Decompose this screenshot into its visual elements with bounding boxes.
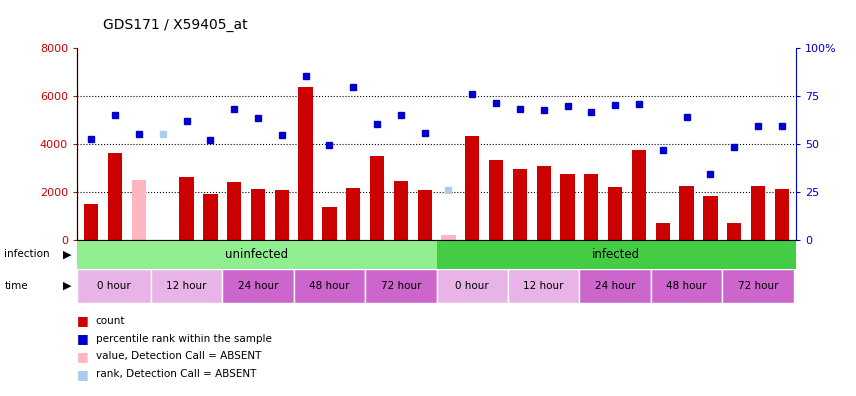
Text: 24 hour: 24 hour xyxy=(238,281,278,291)
Text: time: time xyxy=(4,281,28,291)
Text: 48 hour: 48 hour xyxy=(666,281,707,291)
Bar xyxy=(223,269,294,303)
Text: ■: ■ xyxy=(77,332,89,345)
Text: 0 hour: 0 hour xyxy=(455,281,489,291)
Text: ▶: ▶ xyxy=(62,249,71,259)
Bar xyxy=(584,173,598,240)
Text: ▶: ▶ xyxy=(62,281,71,291)
Text: 48 hour: 48 hour xyxy=(309,281,349,291)
Text: 72 hour: 72 hour xyxy=(381,281,421,291)
Text: infected: infected xyxy=(592,248,640,261)
Bar xyxy=(508,269,580,303)
Text: GDS171 / X59405_at: GDS171 / X59405_at xyxy=(103,18,247,32)
Bar xyxy=(775,189,789,240)
Text: uninfected: uninfected xyxy=(225,248,288,261)
Bar xyxy=(680,186,693,240)
Bar xyxy=(465,136,479,240)
Bar xyxy=(704,196,717,240)
Bar xyxy=(437,269,508,303)
Bar xyxy=(561,173,574,240)
Text: count: count xyxy=(96,316,125,326)
Bar xyxy=(751,186,765,240)
Bar xyxy=(632,150,646,240)
Text: ■: ■ xyxy=(77,350,89,363)
Bar xyxy=(299,87,312,240)
Bar xyxy=(489,160,503,240)
Bar xyxy=(251,189,265,240)
Text: ■: ■ xyxy=(77,314,89,327)
Bar xyxy=(651,269,722,303)
Bar xyxy=(608,187,622,240)
Bar xyxy=(275,190,289,240)
Bar xyxy=(442,235,455,240)
Bar xyxy=(151,269,223,303)
Bar xyxy=(227,182,241,240)
Text: 72 hour: 72 hour xyxy=(738,281,778,291)
Text: 0 hour: 0 hour xyxy=(97,281,131,291)
Text: infection: infection xyxy=(4,249,50,259)
Text: ■: ■ xyxy=(77,368,89,381)
Bar xyxy=(180,177,193,240)
Text: rank, Detection Call = ABSENT: rank, Detection Call = ABSENT xyxy=(96,369,256,379)
Bar xyxy=(437,240,796,269)
Text: 12 hour: 12 hour xyxy=(524,281,564,291)
Bar xyxy=(84,204,98,240)
Bar xyxy=(722,269,794,303)
Text: percentile rank within the sample: percentile rank within the sample xyxy=(96,333,271,344)
Bar xyxy=(394,181,408,240)
Bar xyxy=(203,194,217,240)
Bar xyxy=(513,169,527,240)
Bar xyxy=(294,269,366,303)
Text: value, Detection Call = ABSENT: value, Detection Call = ABSENT xyxy=(96,351,261,362)
Bar xyxy=(727,223,741,240)
Bar xyxy=(132,179,146,240)
Text: 24 hour: 24 hour xyxy=(595,281,635,291)
Bar xyxy=(370,156,384,240)
Bar xyxy=(580,269,651,303)
Bar xyxy=(346,188,360,240)
Bar xyxy=(418,190,431,240)
Bar xyxy=(537,166,551,240)
Bar xyxy=(77,269,151,303)
Text: 12 hour: 12 hour xyxy=(166,281,207,291)
Bar xyxy=(77,240,437,269)
Bar xyxy=(366,269,437,303)
Bar xyxy=(322,207,336,240)
Bar xyxy=(656,223,670,240)
Bar xyxy=(108,153,122,240)
